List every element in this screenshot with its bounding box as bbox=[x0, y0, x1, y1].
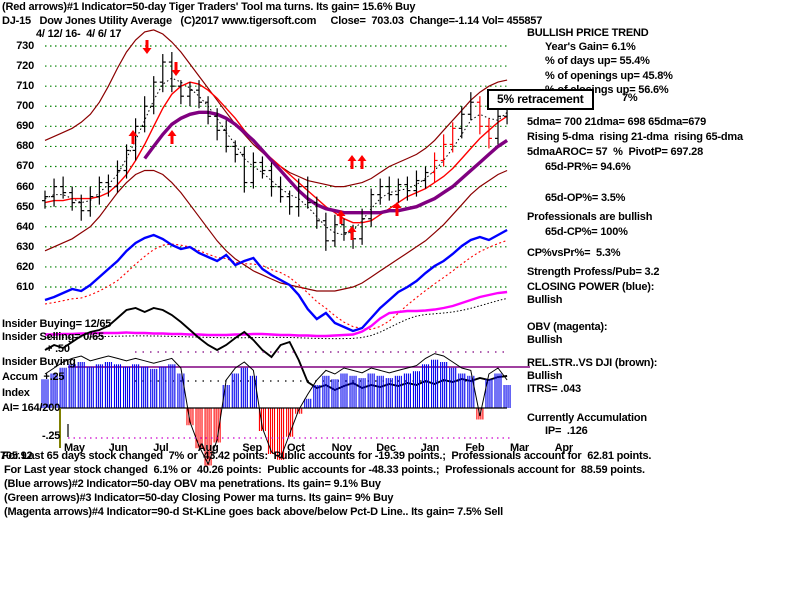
right-panel-line-11: Professionals are bullish bbox=[527, 211, 653, 223]
overlapping-value-label: 705.92 bbox=[0, 450, 33, 462]
price-tick-650: 650 bbox=[16, 200, 34, 213]
obv-ma-dotted bbox=[45, 297, 508, 340]
right-panel-line-22: Currently Accumulation bbox=[527, 412, 647, 424]
right-panel-line-9: 65d-PR%= 94.6% bbox=[545, 161, 631, 173]
closing-power-ma-dotted bbox=[44, 239, 508, 330]
footer-line-5: (Magenta arrows)#4 Indicator=90-d St-KLi… bbox=[4, 505, 503, 518]
left-label-0: Insider Buying= 12/65 bbox=[2, 318, 112, 330]
footer-line-1: For Last 65 days stock changed 7% or 43.… bbox=[2, 450, 652, 462]
lower-band-line bbox=[44, 169, 508, 292]
buy-arrow-icon bbox=[128, 130, 138, 144]
right-panel-line-7: Rising 5-dma rising 21-dma rising 65-dma bbox=[527, 131, 743, 143]
footer-line-2: For Last year stock changed 6.1% or 40.2… bbox=[4, 463, 645, 476]
price-tick-610: 610 bbox=[16, 280, 34, 293]
month-label-jun: Jun bbox=[108, 442, 128, 454]
price-tick-660: 660 bbox=[16, 180, 34, 193]
price-tick-640: 640 bbox=[16, 220, 34, 233]
right-panel-line-23: IP= .126 bbox=[545, 425, 588, 437]
st-kline-envelope bbox=[44, 353, 508, 466]
right-panel-line-20: Bullish bbox=[527, 370, 563, 382]
buy-arrow-icon bbox=[357, 155, 367, 169]
right-panel-line-5: 7% bbox=[622, 92, 638, 104]
inner-dotted-ma-line bbox=[44, 77, 508, 236]
buy-arrow-icon bbox=[347, 226, 357, 240]
retracement-label: 5% retracement bbox=[497, 92, 584, 106]
buy-arrow-icon bbox=[167, 130, 177, 144]
right-panel-line-17: OBV (magenta): bbox=[527, 321, 608, 333]
rel-strength-line bbox=[44, 307, 508, 392]
footer-line-3: (Blue arrows)#2 Indicator=50-day OBV ma … bbox=[4, 477, 381, 490]
left-label-1: Insider Selling= 0/65 bbox=[2, 331, 104, 343]
month-label-apr: Apr bbox=[554, 442, 574, 454]
right-panel-line-18: Bullish bbox=[527, 334, 563, 346]
left-label-5: Index bbox=[2, 387, 30, 399]
right-panel-line-19: REL.STR..VS DJI (brown): bbox=[527, 357, 658, 369]
month-label-aug: Aug bbox=[197, 442, 219, 454]
right-panel-line-21: ITRS= .043 bbox=[527, 383, 581, 395]
buy-arrow-icon bbox=[392, 202, 402, 216]
right-panel-line-13: CP%vsPr%= 5.3% bbox=[527, 247, 621, 259]
symbol-title-line: DJ-15 Dow Jones Utility Average (C)2017 … bbox=[2, 15, 543, 27]
left-label-3: Insider Buying bbox=[2, 356, 76, 368]
purple-50dma-line bbox=[143, 110, 509, 215]
date-range-label: 4/ 12/ 16- 4/ 6/ 17 bbox=[36, 28, 122, 40]
obv-line bbox=[45, 290, 508, 338]
price-tick-670: 670 bbox=[16, 160, 34, 173]
month-label-nov: Nov bbox=[331, 442, 352, 454]
right-panel-line-12: 65d-CP%= 100% bbox=[545, 226, 628, 238]
month-label-jul: Jul bbox=[153, 442, 169, 454]
price-tick-700: 700 bbox=[16, 100, 34, 113]
left-label-6: AI= 164/200 bbox=[2, 402, 61, 414]
price-tick-690: 690 bbox=[16, 120, 34, 133]
buy-arrow-icon bbox=[336, 210, 346, 224]
month-label-feb: Feb bbox=[465, 442, 485, 454]
right-panel-line-10: 65d-OP%= 3.5% bbox=[545, 192, 626, 204]
month-label-oct: Oct bbox=[287, 442, 305, 454]
price-tick-630: 630 bbox=[16, 240, 34, 253]
right-panel-line-15: CLOSING POWER (blue): bbox=[527, 281, 655, 293]
right-panel-line-6: 5dma= 700 21dma= 698 65dma=679 bbox=[527, 116, 706, 128]
price-tick-620: 620 bbox=[16, 260, 34, 273]
right-panel-line-1: Year's Gain= 6.1% bbox=[545, 41, 636, 53]
closing-power-line bbox=[44, 228, 508, 333]
sell-arrow-icon bbox=[142, 40, 152, 54]
price-tick-680: 680 bbox=[16, 140, 34, 153]
right-panel-line-14: Strength Profess/Pub= 3.2 bbox=[527, 266, 660, 278]
month-label-dec: Dec bbox=[376, 442, 396, 454]
retracement-annotation-box[interactable]: 5% retracement bbox=[487, 89, 594, 110]
right-panel-line-2: % of days up= 55.4% bbox=[545, 55, 650, 67]
right-panel-line-16: Bullish bbox=[527, 294, 563, 306]
right-panel-line-8: 5dmaAROC= 57 % PivotP= 697.28 bbox=[527, 146, 703, 158]
left-label-4: Accum +.25 bbox=[2, 371, 65, 383]
price-tick-730: 730 bbox=[16, 40, 34, 52]
right-panel-line-0: BULLISH PRICE TREND bbox=[527, 27, 649, 39]
price-tick-720: 720 bbox=[16, 60, 34, 73]
month-label-jan: Jan bbox=[420, 442, 440, 454]
month-label-sep: Sep bbox=[242, 442, 262, 454]
left-label-7: -.25 bbox=[42, 430, 61, 442]
month-label-may: May bbox=[64, 442, 85, 454]
left-label-2: + .50 bbox=[46, 343, 70, 355]
sell-arrow-icon bbox=[171, 62, 181, 76]
price-tick-710: 710 bbox=[16, 80, 34, 93]
footer-line-4: (Green arrows)#3 Indicator=50-day Closin… bbox=[4, 491, 394, 504]
buy-arrow-icon bbox=[347, 155, 357, 169]
red-ma-line bbox=[44, 81, 508, 224]
month-label-mar: Mar bbox=[510, 442, 529, 454]
right-panel-line-3: % of openings up= 45.8% bbox=[545, 70, 673, 82]
indicator1-caption: (Red arrows)#1 Indicator=50-day Tiger Tr… bbox=[2, 1, 416, 13]
